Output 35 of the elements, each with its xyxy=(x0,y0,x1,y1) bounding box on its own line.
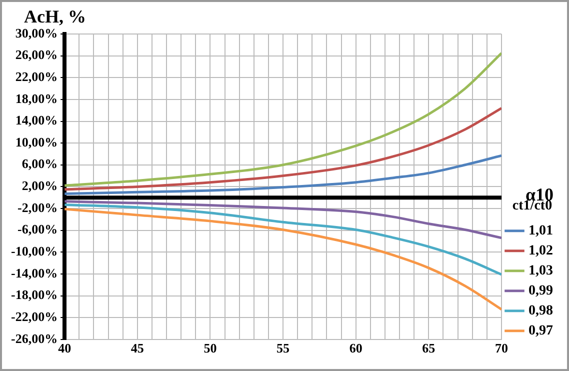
legend-label: 1,02 xyxy=(528,244,553,259)
y-tick-label: 2,00% xyxy=(22,178,58,194)
x-tick-label: 60 xyxy=(349,340,362,356)
x-tick-label: 65 xyxy=(422,340,436,356)
line-series xyxy=(64,208,502,311)
y-tick-label: -18,00% xyxy=(10,287,58,302)
y-tick-label: 22,00% xyxy=(15,68,58,84)
y-tick-label: -10,00% xyxy=(10,244,58,258)
line-series xyxy=(64,200,502,240)
y-tick-label: -6,00% xyxy=(17,222,58,237)
x-tick-label: 55 xyxy=(276,340,290,356)
legend-label: 0,98 xyxy=(528,304,553,319)
y-tick-label: -14,00% xyxy=(10,265,58,280)
legend-label: 0,97 xyxy=(528,324,553,339)
y-tick-label: -26,00% xyxy=(10,330,58,346)
line-series xyxy=(64,154,502,196)
legend-label: 0,99 xyxy=(528,284,553,299)
x-tick-label: 45 xyxy=(130,340,144,356)
line-series xyxy=(64,106,502,191)
y-tick-label: 6,00% xyxy=(22,156,58,172)
line-series xyxy=(64,203,502,276)
y-tick-label: 26,00% xyxy=(15,47,58,62)
legend-label: 1,03 xyxy=(528,264,553,279)
y-tick-label: 18,00% xyxy=(15,90,58,106)
y-axis-title: AcH, % xyxy=(24,6,86,27)
line-series xyxy=(64,52,502,187)
legend-label: 1,01 xyxy=(528,224,553,239)
y-tick-label: -22,00% xyxy=(10,308,58,324)
y-tick-label: 14,00% xyxy=(15,112,58,128)
x-tick-label: 40 xyxy=(58,340,72,356)
y-tick-label: -2,00% xyxy=(17,200,58,215)
x-tick-label: 70 xyxy=(495,340,508,356)
y-tick-label: 10,00% xyxy=(15,134,58,150)
y-tick-label: 30,00% xyxy=(15,25,58,40)
x-tick-label: 50 xyxy=(204,340,217,356)
